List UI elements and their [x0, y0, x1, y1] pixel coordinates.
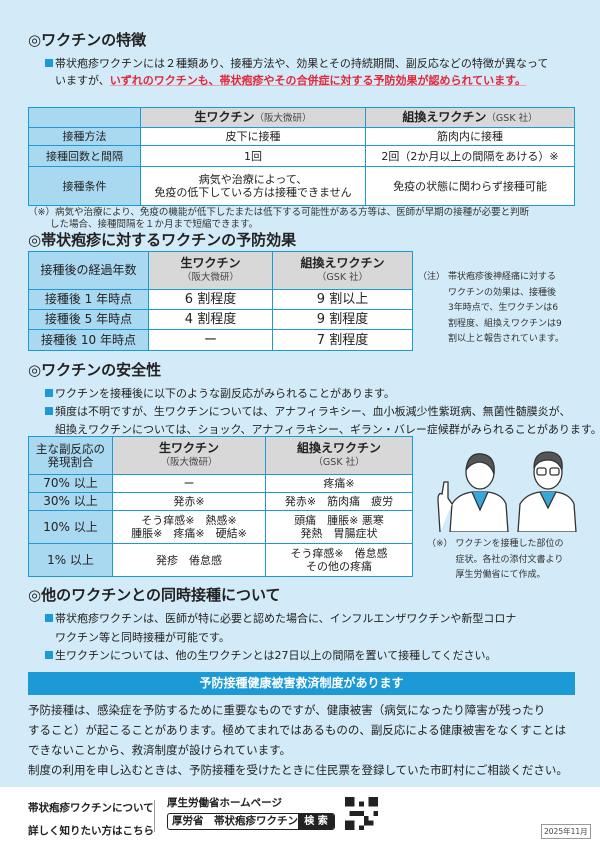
- homepage-label: 厚生労働省ホームページ: [167, 797, 282, 809]
- table-row: 接種条件 病気や治療によって、 免疫の低下している方は接種できません 免疫の状態に関わ…: [28, 166, 575, 206]
- relief-banner: 予防接種健康被害救済制度があります: [28, 672, 575, 695]
- date-stamp: 2025年11月: [541, 824, 591, 839]
- side-effects-table: 主な副反応の 発現割合 生ワクチン （阪大微研） 組換えワクチン （GSK 社） 70% …: [28, 436, 413, 577]
- features-table: 生ワクチン（阪大微研） 組換えワクチン（GSK 社） 接種方法 皮下に接種 筋肉内に接…: [28, 107, 575, 206]
- footer-divider: [154, 800, 155, 832]
- side-effects-note: （※） ワクチンを接種した部位の 症状。各社の添付文書より 厚生労働省にて作成。: [427, 539, 564, 580]
- features-footnote: （※）病気や治療により、免疫の機能が低下したまたは低下する可能性がある方等は、医…: [28, 207, 530, 230]
- table-row: 接種後 5 年時点 4 割程度 9 割程度: [28, 309, 413, 330]
- relief-text: 予防接種は、感染症を予防するために重要なものですが、健康被害（病気になったり障害…: [28, 703, 568, 777]
- footer-lead: 帯状疱疹ワクチンについて 詳しく知りたい方はこちら: [28, 802, 154, 837]
- table-row: 接種後 1 年時点 6 割程度 9 割以上: [28, 289, 413, 310]
- efficacy-table: 接種後の経過年数 生ワクチン （阪大微研） 組換えワクチン （GSK 社） 接種後 1 …: [28, 251, 413, 351]
- bullet-square-icon: [45, 389, 53, 397]
- section-title-simultaneous: ◎他のワクチンとの同時接種について: [28, 586, 281, 604]
- table-row: 接種回数と間隔 1回 2回（2か月以上の間隔をあける）※: [28, 145, 575, 167]
- section-title-features: ◎ワクチンの特徴: [28, 31, 147, 49]
- table-row: 接種方法 皮下に接種 筋肉内に接種: [28, 127, 575, 146]
- highlight-text: いずれのワクチンも、帯状疱疹やその合併症に対する予防効果が認められています。: [109, 74, 527, 87]
- qr-code-icon[interactable]: [345, 797, 378, 830]
- bullet-square-icon: [45, 651, 53, 659]
- bullet-square-icon: [45, 407, 53, 415]
- simultaneous-bullets: 帯状疱疹ワクチンは、医師が特に必要と認めた場合に、インフルエンザワクチンや新型コ…: [45, 610, 516, 666]
- section-title-safety: ◎ワクチンの安全性: [28, 361, 162, 379]
- bullet-square-icon: [45, 59, 53, 67]
- search-button[interactable]: 検 索: [298, 814, 334, 829]
- efficacy-note: （注） 帯状疱疹後神経痛に対する ワクチンの効果は、接種後 3年時点で、生ワクチンは…: [418, 272, 564, 344]
- section-title-efficacy: ◎帯状疱疹に対するワクチンの予防効果: [28, 231, 297, 249]
- table-row: 1% 以上 発疹 倦怠感 そう痒感※ 倦怠感 その他の疼痛: [28, 543, 413, 577]
- search-query[interactable]: 厚労省 帯状疱疹ワクチン: [172, 815, 298, 827]
- doctors-illustration: [437, 451, 577, 532]
- features-bullet: 帯状疱疹ワクチンには２種類あり、接種方法や、効果とその持続期間、副反応などの特徴…: [45, 55, 548, 89]
- table-row: 10% 以上 そう痒感※ 熱感※ 腫脹※ 疼痛※ 硬結※ 頭痛 腫脹※ 悪寒 発熱 胃腸…: [28, 510, 413, 544]
- safety-bullets: ワクチンを接種後に以下のような副反応がみられることがあります。 頻度は不明ですが、…: [45, 385, 600, 439]
- bullet-square-icon: [45, 614, 53, 622]
- table-row: 70% 以上ー疼痛※: [28, 474, 413, 493]
- table-row: 30% 以上 発赤※ 発赤※ 筋肉痛 疲労: [28, 492, 413, 511]
- table-row: 接種後 10 年時点ー 7 割程度: [28, 329, 413, 351]
- search-box[interactable]: 厚労省 帯状疱疹ワクチン 検 索: [167, 813, 335, 830]
